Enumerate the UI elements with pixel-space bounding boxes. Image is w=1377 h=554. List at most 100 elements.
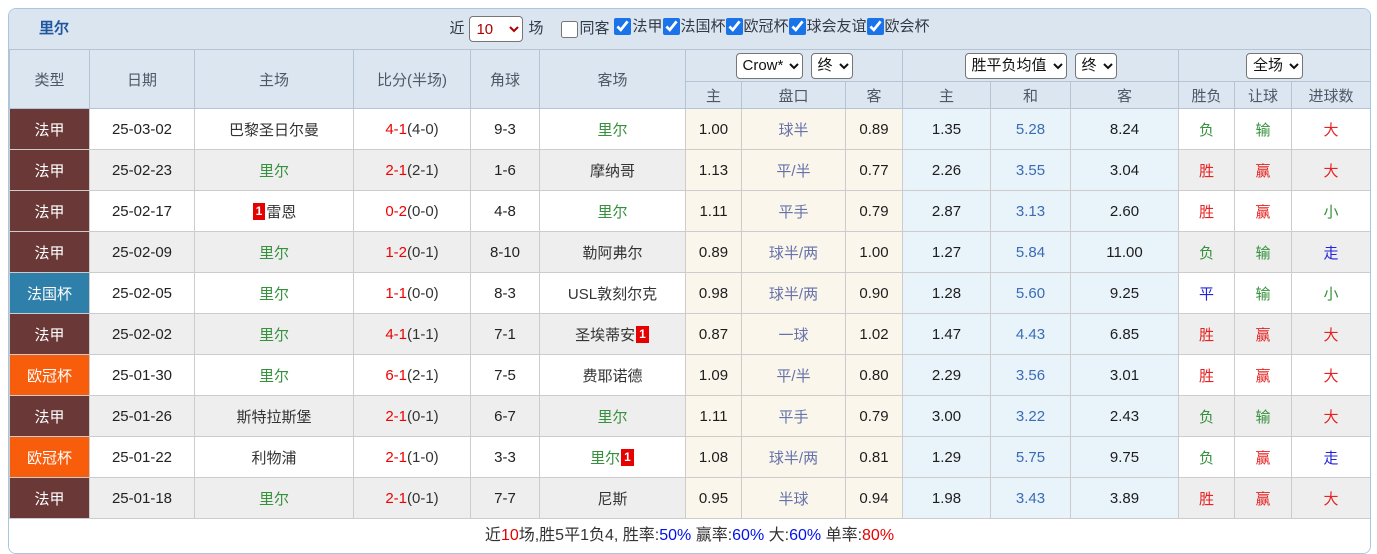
odds-time-select[interactable]: 终 <box>810 52 853 79</box>
match-type-badge: 法甲 <box>9 313 90 355</box>
home-team-name[interactable]: 里尔 <box>258 367 289 385</box>
league-label: 球会友谊 <box>806 17 867 35</box>
result-outcome: 胜 <box>1178 354 1236 396</box>
away-team-name[interactable]: 里尔 <box>597 121 628 139</box>
league-filter-3[interactable]: 球会友谊 <box>788 9 867 47</box>
result-handicap: 赢 <box>1234 149 1293 191</box>
handicap-line: 球半/两 <box>741 436 846 478</box>
mean-draw-odds: 3.56 <box>990 354 1071 396</box>
handicap-line: 球半/两 <box>741 231 846 273</box>
home-team-name[interactable]: 巴黎圣日尔曼 <box>228 121 319 139</box>
sub-header-handicap-line: 盘口 <box>741 81 846 109</box>
mean-home-odds: 1.28 <box>902 272 991 314</box>
scope-select[interactable]: 全场 <box>1246 52 1304 79</box>
mean-away-odds: 2.60 <box>1069 190 1180 232</box>
away-team-name[interactable]: 勒阿弗尔 <box>582 244 643 262</box>
same-away-filter[interactable]: 同客 <box>561 9 609 49</box>
home-team-cell: 里尔 <box>194 477 354 519</box>
handicap-home-odds: 0.95 <box>685 477 742 519</box>
away-team-name[interactable]: 尼斯 <box>597 490 628 508</box>
handicap-away-odds: 1.00 <box>845 231 903 273</box>
table-row: 法甲 25-03-02 巴黎圣日尔曼 4-1(4-0) 9-3 里尔 1.00 … <box>9 108 1370 150</box>
result-group-header: 全场 <box>1178 49 1370 82</box>
home-team-name[interactable]: 斯特拉斯堡 <box>236 408 312 426</box>
away-team-name[interactable]: 里尔 <box>597 408 628 426</box>
match-type-badge: 法甲 <box>9 231 90 273</box>
home-team-name[interactable]: 里尔 <box>258 244 289 262</box>
away-team-name[interactable]: USL敦刻尔克 <box>567 285 658 303</box>
handicap-home-odds: 0.98 <box>685 272 742 314</box>
league-checkbox[interactable] <box>662 18 680 36</box>
handicap-line: 平/半 <box>741 149 846 191</box>
home-team-name[interactable]: 里尔 <box>258 285 289 303</box>
table-row: 欧冠杯 25-01-22 利物浦 2-1(1-0) 3-3 里尔 1 1.08 球… <box>9 436 1370 478</box>
mean-odds-select[interactable]: 胜平负均值 <box>964 52 1067 79</box>
corner-count: 1-6 <box>470 149 540 191</box>
home-team-cell: 里尔 <box>194 354 354 396</box>
league-checkbox[interactable] <box>725 18 743 36</box>
handicap-home-odds: 1.11 <box>685 395 742 437</box>
score-cell: 1-1(0-0) <box>353 272 471 314</box>
score-cell: 0-2(0-0) <box>353 190 471 232</box>
corner-count: 6-7 <box>470 395 540 437</box>
sub-header-handicap-home: 主 <box>685 81 742 109</box>
home-team-name[interactable]: 里尔 <box>258 162 289 180</box>
home-team-cell: 利物浦 <box>194 436 354 478</box>
summary-segment: 80% <box>862 527 895 544</box>
league-checkbox[interactable] <box>866 18 884 36</box>
result-goals: 大 <box>1291 395 1370 437</box>
match-date: 25-02-17 <box>89 190 195 232</box>
mean-time-select[interactable]: 终 <box>1074 52 1117 79</box>
halftime-score: (0-0) <box>407 202 439 220</box>
score-cell: 2-1(0-1) <box>353 477 471 519</box>
league-checkbox[interactable] <box>614 18 632 36</box>
mean-home-odds: 1.29 <box>902 436 991 478</box>
odds-source-select[interactable]: Crow* <box>735 52 803 79</box>
summary-segment: 60% <box>732 527 765 544</box>
match-date: 25-02-09 <box>89 231 195 273</box>
league-filter-1[interactable]: 法国杯 <box>662 9 726 47</box>
handicap-line: 平/半 <box>741 354 846 396</box>
handicap-away-odds: 0.90 <box>845 272 903 314</box>
home-team-name[interactable]: 雷恩 <box>266 203 297 221</box>
away-team-cell: 尼斯 <box>539 477 686 519</box>
league-filter-2[interactable]: 欧冠杯 <box>725 9 789 47</box>
match-type-badge: 法甲 <box>9 149 90 191</box>
result-handicap: 赢 <box>1234 436 1293 478</box>
league-filter-4[interactable]: 欧会杯 <box>866 9 930 47</box>
away-team-name[interactable]: 摩纳哥 <box>589 162 635 180</box>
league-filter-0[interactable]: 法甲 <box>614 9 663 47</box>
same-away-checkbox[interactable] <box>561 20 579 38</box>
fulltime-score: 2-1 <box>385 448 407 466</box>
sub-header-handicap-result: 让球 <box>1234 81 1293 109</box>
away-team-cell: USL敦刻尔克 <box>539 272 686 314</box>
away-team-name[interactable]: 圣埃蒂安 <box>575 326 636 344</box>
home-team-cell: 斯特拉斯堡 <box>194 395 354 437</box>
halftime-score: (2-1) <box>407 161 439 179</box>
mean-draw-odds: 5.84 <box>990 231 1071 273</box>
recent-games-select[interactable]: 10 <box>469 16 524 42</box>
handicap-home-odds: 1.11 <box>685 190 742 232</box>
result-outcome: 胜 <box>1178 313 1236 355</box>
away-team-name[interactable]: 里尔 <box>597 203 628 221</box>
away-team-name[interactable]: 里尔 <box>590 449 621 467</box>
score-cell: 2-1(2-1) <box>353 149 471 191</box>
summary-segment: 10 <box>500 527 519 544</box>
mean-away-odds: 9.75 <box>1069 436 1180 478</box>
mean-away-odds: 3.01 <box>1069 354 1180 396</box>
away-team-name[interactable]: 费耶诺德 <box>582 367 643 385</box>
match-type-badge: 法甲 <box>9 477 90 519</box>
result-handicap: 赢 <box>1234 354 1293 396</box>
handicap-away-odds: 0.79 <box>845 395 903 437</box>
home-team-name[interactable]: 里尔 <box>258 490 289 508</box>
mean-away-odds: 3.04 <box>1069 149 1180 191</box>
match-date: 25-02-05 <box>89 272 195 314</box>
table-row: 法国杯 25-02-05 里尔 1-1(0-0) 8-3 USL敦刻尔克 0.9… <box>9 272 1370 314</box>
mean-draw-odds: 4.43 <box>990 313 1071 355</box>
handicap-home-odds: 0.87 <box>685 313 742 355</box>
home-team-name[interactable]: 利物浦 <box>251 449 297 467</box>
home-team-name[interactable]: 里尔 <box>258 326 289 344</box>
summary-segment: 赢率: <box>691 527 733 544</box>
away-team-cell: 摩纳哥 <box>539 149 686 191</box>
league-checkbox[interactable] <box>788 18 806 36</box>
